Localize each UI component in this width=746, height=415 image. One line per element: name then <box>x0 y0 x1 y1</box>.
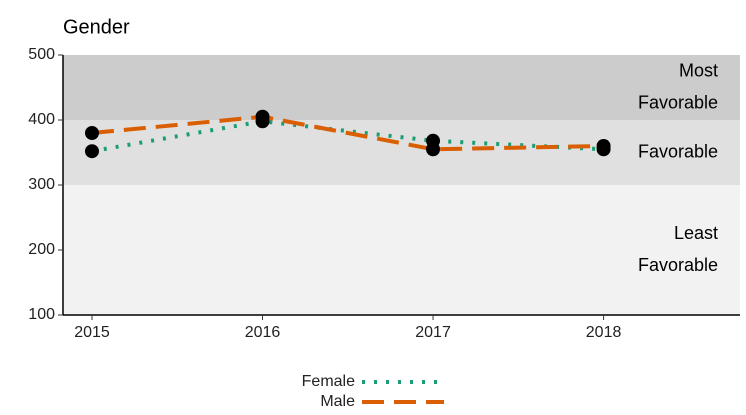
series-line <box>91 119 604 154</box>
legend-label: Female <box>302 373 355 390</box>
y-tick-label: 300 <box>28 176 55 193</box>
data-point <box>84 144 99 159</box>
band-label: Least <box>674 223 718 243</box>
band-label: Favorable <box>638 92 718 112</box>
band <box>63 55 740 120</box>
band-label: Favorable <box>638 255 718 275</box>
y-tick-label: 200 <box>28 241 55 258</box>
y-tick-label: 100 <box>28 306 55 323</box>
series-line <box>91 114 604 152</box>
x-tick-label: 2018 <box>586 324 622 341</box>
x-tick-label: 2015 <box>74 324 110 341</box>
data-point <box>84 126 99 140</box>
band <box>63 185 740 315</box>
band-label: Favorable <box>638 141 718 161</box>
legend-label: Male <box>320 393 355 410</box>
chart-title: Gender <box>63 16 130 38</box>
data-point <box>596 139 611 153</box>
y-tick-label: 400 <box>28 111 55 128</box>
data-point <box>426 142 441 157</box>
y-tick-label: 500 <box>28 46 55 63</box>
x-tick-label: 2017 <box>415 324 451 341</box>
band-label: Most <box>679 60 718 80</box>
data-point <box>255 109 270 124</box>
band <box>63 120 740 185</box>
x-tick-label: 2016 <box>245 324 281 341</box>
